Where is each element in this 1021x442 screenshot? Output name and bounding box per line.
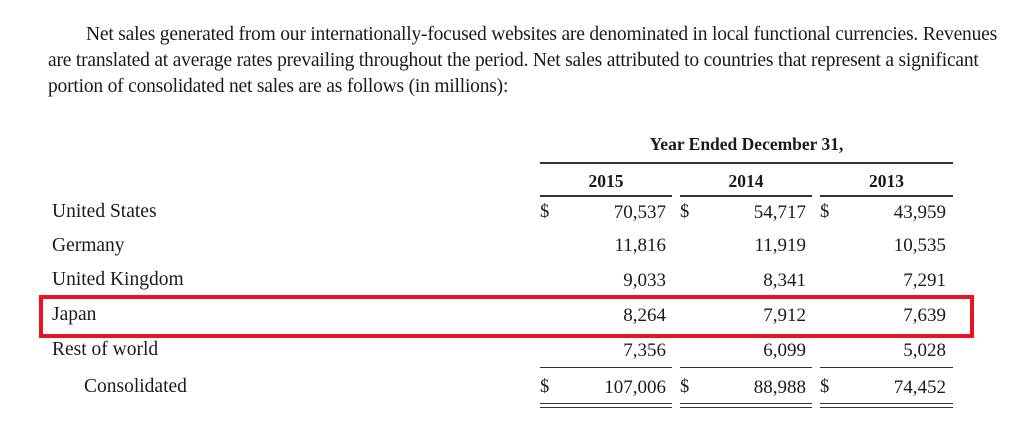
row-label-rest-of-world: Rest of world: [52, 339, 159, 360]
row-label-japan: Japan: [52, 304, 97, 325]
value-cell: 7,639: [903, 305, 946, 326]
intro-line: Net sales generated from our internation…: [86, 24, 997, 45]
value-cell: 7,912: [763, 305, 806, 326]
currency-symbol: $: [540, 377, 550, 397]
japan-row-highlight-box: [39, 295, 974, 338]
year-header-2015: 2015: [588, 171, 624, 191]
subtotal-rule: [540, 367, 672, 368]
currency-symbol: $: [820, 377, 830, 397]
currency-symbol: $: [680, 377, 690, 397]
value-cell: 11,816: [614, 235, 666, 256]
currency-symbol: $: [820, 202, 830, 222]
header-rule: [540, 162, 953, 164]
year-header-2014: 2014: [728, 171, 764, 191]
year-rule: [540, 195, 672, 197]
total-double-rule: [540, 403, 672, 408]
total-double-rule: [820, 403, 953, 408]
year-header-2013: 2013: [869, 171, 904, 191]
period-header: Year Ended December 31,: [649, 134, 844, 154]
currency-symbol: $: [540, 202, 550, 222]
value-cell: 5,028: [903, 340, 946, 361]
row-label-united-kingdom: United Kingdom: [52, 269, 184, 290]
value-cell: 11,919: [754, 235, 806, 256]
value-cell: 6,099: [763, 340, 806, 361]
row-label-consolidated: Consolidated: [84, 376, 187, 397]
value-cell: 10,535: [893, 235, 946, 256]
value-cell: 43,959: [893, 202, 946, 223]
value-cell: 88,988: [753, 377, 806, 398]
value-cell: 107,006: [604, 377, 666, 398]
total-double-rule: [680, 403, 812, 408]
intro-paragraph: Net sales generated from our internation…: [48, 22, 997, 100]
intro-line: are translated at average rates prevaili…: [48, 50, 979, 71]
year-rule: [820, 195, 953, 197]
value-cell: 70,537: [613, 202, 666, 223]
subtotal-rule: [820, 367, 953, 368]
year-rule: [680, 195, 812, 197]
value-cell: 7,291: [903, 270, 946, 291]
value-cell: 8,264: [623, 305, 666, 326]
value-cell: 7,356: [623, 340, 666, 361]
value-cell: 8,341: [763, 270, 806, 291]
value-cell: 9,033: [623, 270, 666, 291]
row-label-germany: Germany: [52, 235, 125, 256]
row-label-united-states: United States: [52, 201, 157, 222]
currency-symbol: $: [680, 202, 690, 222]
value-cell: 74,452: [893, 377, 946, 398]
intro-line: portion of consolidated net sales are as…: [48, 76, 509, 97]
subtotal-rule: [680, 367, 812, 368]
value-cell: 54,717: [753, 202, 806, 223]
